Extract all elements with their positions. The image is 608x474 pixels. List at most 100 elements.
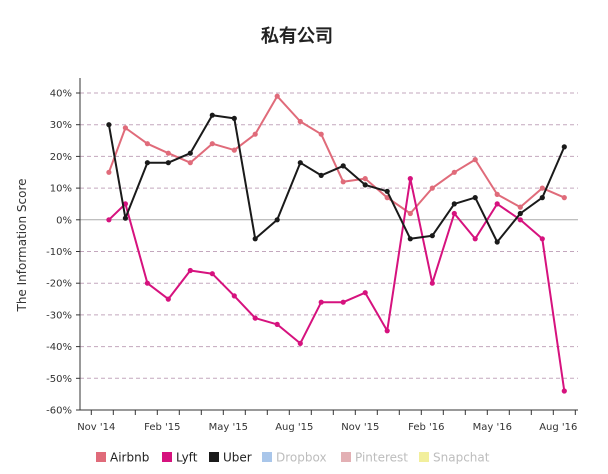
- data-point-uber: [472, 195, 478, 201]
- data-point-uber: [209, 112, 215, 118]
- data-point-lyft: [318, 299, 324, 305]
- data-point-uber: [340, 163, 346, 169]
- data-point-airbnb: [106, 169, 112, 175]
- y-tick-label: -30%: [46, 310, 72, 321]
- data-point-lyft: [407, 176, 413, 182]
- data-point-uber: [297, 160, 303, 166]
- legend-swatch-snapchat[interactable]: [419, 452, 429, 462]
- data-point-lyft: [274, 321, 280, 327]
- x-tick-label: Nov '15: [341, 422, 379, 433]
- data-point-airbnb: [429, 185, 435, 191]
- y-tick-label: 0%: [56, 215, 72, 226]
- data-point-lyft: [144, 280, 150, 286]
- data-point-lyft: [231, 293, 237, 299]
- data-point-lyft: [451, 210, 457, 217]
- data-point-uber: [106, 122, 112, 128]
- data-point-uber: [122, 215, 128, 221]
- data-point-uber: [429, 233, 435, 239]
- data-point-airbnb: [494, 191, 500, 197]
- data-point-lyft: [561, 388, 567, 394]
- x-tick-label: May '15: [209, 422, 248, 433]
- data-point-lyft: [384, 328, 390, 334]
- data-point-airbnb: [384, 195, 390, 201]
- y-tick-label: -60%: [46, 406, 72, 417]
- data-point-uber: [165, 160, 171, 166]
- data-point-airbnb: [231, 147, 237, 153]
- data-point-lyft: [472, 236, 478, 242]
- data-point-airbnb: [362, 176, 368, 182]
- x-tick-label: Aug '15: [275, 422, 313, 433]
- data-point-lyft: [106, 217, 112, 223]
- data-point-lyft: [539, 236, 545, 242]
- legend-swatch-airbnb[interactable]: [96, 452, 106, 462]
- y-tick-label: 10%: [50, 184, 72, 195]
- x-tick-label: Feb '15: [144, 422, 180, 433]
- y-tick-label: 30%: [50, 120, 72, 131]
- chart-title: 私有公司: [261, 25, 333, 47]
- data-point-airbnb: [252, 131, 258, 137]
- data-point-airbnb: [451, 169, 457, 175]
- legend-label-uber[interactable]: Uber: [223, 451, 252, 465]
- data-point-uber: [384, 188, 390, 194]
- legend-swatch-dropbox[interactable]: [262, 452, 272, 462]
- legend-swatch-uber[interactable]: [209, 452, 219, 462]
- data-point-uber: [407, 236, 413, 242]
- data-point-airbnb: [209, 141, 215, 147]
- data-point-airbnb: [407, 210, 413, 217]
- data-point-lyft: [209, 271, 215, 277]
- y-tick-label: -50%: [46, 374, 72, 385]
- data-point-lyft: [517, 217, 523, 223]
- plot-area: [106, 93, 567, 394]
- x-tick-label: Nov '14: [77, 422, 115, 433]
- data-point-uber: [144, 160, 150, 166]
- data-point-airbnb: [318, 131, 324, 137]
- legend-label-airbnb[interactable]: Airbnb: [110, 451, 149, 465]
- data-point-uber: [274, 217, 280, 223]
- data-point-lyft: [429, 280, 435, 286]
- series-line-uber: [107, 114, 566, 243]
- legend: Airbnb Lyft Uber Dropbox Pinterest Snapchat: [96, 451, 490, 465]
- legend-swatch-lyft[interactable]: [162, 452, 172, 462]
- x-tick-label: Aug '16: [539, 422, 577, 433]
- x-tick-label: May '16: [473, 422, 512, 433]
- data-point-uber: [451, 201, 457, 207]
- legend-label-pinterest[interactable]: Pinterest: [355, 451, 408, 465]
- series-line-lyft: [108, 177, 566, 392]
- data-point-airbnb: [472, 157, 478, 163]
- data-point-lyft: [362, 290, 368, 296]
- data-point-lyft: [165, 296, 171, 302]
- data-point-uber: [252, 236, 258, 242]
- y-axis: 40% 30% 20% 10% 0% -10% -20% -30% -40% -50% -60%: [46, 78, 81, 417]
- x-axis: Nov '14 Feb '15 May '15 Aug '15 Nov '15 Feb '…: [77, 409, 578, 433]
- data-point-airbnb: [122, 125, 128, 131]
- data-point-uber: [494, 239, 500, 245]
- data-point-lyft: [494, 201, 500, 207]
- data-point-airbnb: [539, 185, 545, 191]
- grid-lines: [80, 92, 578, 379]
- y-tick-label: -40%: [46, 342, 72, 353]
- y-tick-label: -20%: [46, 279, 72, 290]
- data-point-airbnb: [561, 195, 567, 201]
- legend-label-dropbox[interactable]: Dropbox: [276, 451, 327, 465]
- legend-label-snapchat[interactable]: Snapchat: [433, 451, 490, 465]
- data-point-airbnb: [297, 118, 303, 125]
- data-point-lyft: [187, 267, 193, 274]
- y-tick-label: 40%: [50, 89, 72, 100]
- data-point-airbnb: [517, 204, 523, 210]
- legend-swatch-pinterest[interactable]: [341, 452, 351, 462]
- legend-label-lyft[interactable]: Lyft: [176, 451, 198, 465]
- data-point-uber: [231, 115, 237, 121]
- y-tick-label: 20%: [50, 152, 72, 163]
- data-point-airbnb: [187, 160, 193, 166]
- data-point-uber: [539, 195, 545, 201]
- data-point-uber: [561, 144, 567, 150]
- data-point-airbnb: [165, 150, 171, 156]
- data-point-lyft: [252, 315, 258, 321]
- data-point-uber: [318, 172, 324, 178]
- data-point-lyft: [340, 299, 346, 305]
- data-point-uber: [187, 150, 193, 156]
- data-point-uber: [517, 210, 523, 217]
- x-tick-label: Feb '16: [408, 422, 444, 433]
- data-point-uber: [362, 182, 368, 188]
